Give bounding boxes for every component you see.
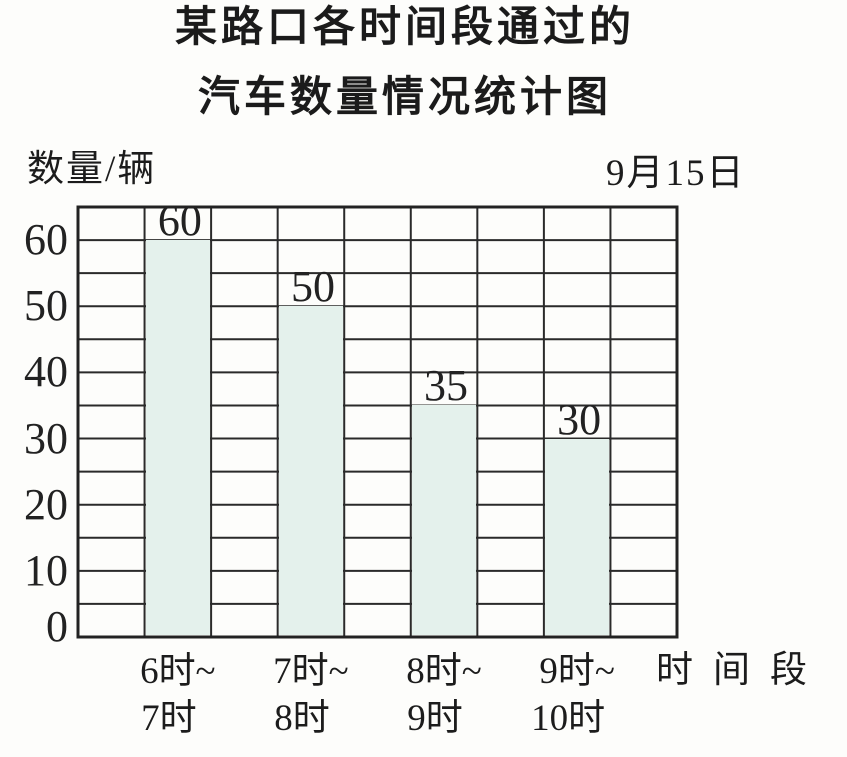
y-tick-label: 10 <box>24 545 68 595</box>
y-tick-label: 30 <box>24 413 68 463</box>
bar-value-label: 60 <box>157 196 202 246</box>
bar <box>279 306 343 636</box>
bar-value-label: 30 <box>557 394 602 444</box>
date-annotation: 9月15日 <box>606 153 746 194</box>
chart-title-line1: 某路口各时间段通过的 <box>174 3 636 50</box>
bar <box>412 405 476 636</box>
x-category-label-line1: 7时~ <box>273 651 349 692</box>
x-category-label-line2: 7时 <box>141 698 197 739</box>
chart-title-line2: 汽车数量情况统计图 <box>197 73 613 120</box>
x-category-label-line2: 10时 <box>531 698 606 739</box>
bar-value-label: 50 <box>290 262 335 312</box>
bar <box>146 240 210 636</box>
y-axis-unit-label: 数量/辆 <box>27 149 157 190</box>
bar-value-label: 35 <box>424 361 469 411</box>
y-tick-label: 40 <box>24 347 68 397</box>
x-category-label-line2: 9时 <box>407 698 463 739</box>
x-category-label-line1: 9时~ <box>539 651 615 692</box>
x-category-label-line1: 8时~ <box>406 651 482 692</box>
y-tick-label: 60 <box>24 215 68 265</box>
x-category-label-line1: 6时~ <box>140 651 216 692</box>
y-tick-label: 20 <box>24 479 68 529</box>
y-tick-label: 0 <box>46 602 68 651</box>
bar <box>545 438 609 636</box>
plot-border <box>76 205 679 639</box>
x-category-label-line2: 8时 <box>274 698 330 739</box>
x-axis-label: 时间段 <box>656 650 827 691</box>
y-tick-label: 50 <box>24 281 68 331</box>
